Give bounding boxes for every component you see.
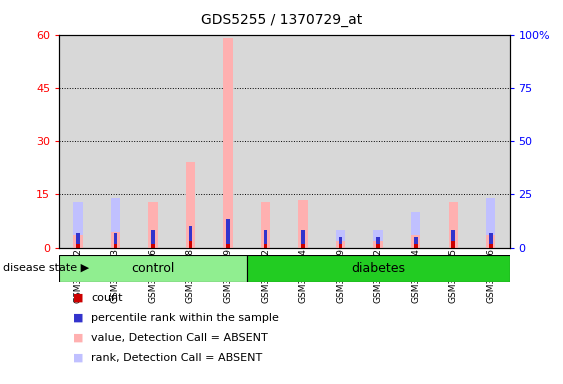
Text: rank, Detection Call = ABSENT: rank, Detection Call = ABSENT [91, 353, 262, 362]
Bar [59, 255, 247, 282]
Bar [261, 202, 270, 248]
Bar [111, 198, 120, 248]
Bar [486, 198, 495, 248]
Bar [114, 233, 117, 248]
Bar [111, 232, 120, 248]
Bar [489, 244, 493, 248]
Bar [226, 219, 230, 248]
Bar [411, 212, 421, 248]
Bar [339, 237, 342, 248]
Text: count: count [91, 293, 123, 303]
Bar [373, 240, 383, 248]
Bar [186, 162, 195, 248]
Bar [73, 202, 83, 248]
Bar [189, 227, 193, 248]
Bar [247, 255, 510, 282]
Bar [151, 230, 155, 248]
Bar [73, 235, 83, 248]
Bar [486, 235, 495, 248]
Bar [148, 202, 158, 248]
Text: percentile rank within the sample: percentile rank within the sample [91, 313, 279, 323]
Bar [449, 202, 458, 248]
Bar [298, 202, 308, 248]
Bar [301, 230, 305, 248]
Bar [148, 202, 158, 248]
Text: ■: ■ [73, 333, 84, 343]
Bar [261, 202, 270, 248]
Bar [336, 230, 345, 248]
Bar [186, 202, 195, 248]
Bar [114, 244, 117, 248]
Text: ■: ■ [73, 313, 84, 323]
Text: GDS5255 / 1370729_at: GDS5255 / 1370729_at [201, 13, 362, 27]
Bar [224, 198, 233, 248]
Bar [339, 244, 342, 248]
Bar [414, 244, 418, 248]
Bar [226, 244, 230, 248]
Bar [373, 230, 383, 248]
Text: disease state ▶: disease state ▶ [3, 263, 89, 273]
Bar [336, 240, 345, 248]
Bar [298, 200, 308, 248]
Bar [263, 244, 267, 248]
Bar [224, 38, 233, 248]
Bar [76, 233, 80, 248]
Bar [301, 244, 305, 248]
Bar [376, 244, 380, 248]
Text: diabetes: diabetes [351, 262, 405, 275]
Bar [151, 244, 155, 248]
Text: control: control [131, 262, 175, 275]
Bar [489, 233, 493, 248]
Bar [189, 240, 193, 248]
Text: ■: ■ [73, 293, 84, 303]
Bar [376, 237, 380, 248]
Bar [452, 230, 455, 248]
Bar [452, 240, 455, 248]
Text: value, Detection Call = ABSENT: value, Detection Call = ABSENT [91, 333, 268, 343]
Bar [414, 237, 418, 248]
Bar [263, 230, 267, 248]
Bar [76, 244, 80, 248]
Text: ■: ■ [73, 353, 84, 362]
Bar [449, 202, 458, 248]
Bar [411, 235, 421, 248]
